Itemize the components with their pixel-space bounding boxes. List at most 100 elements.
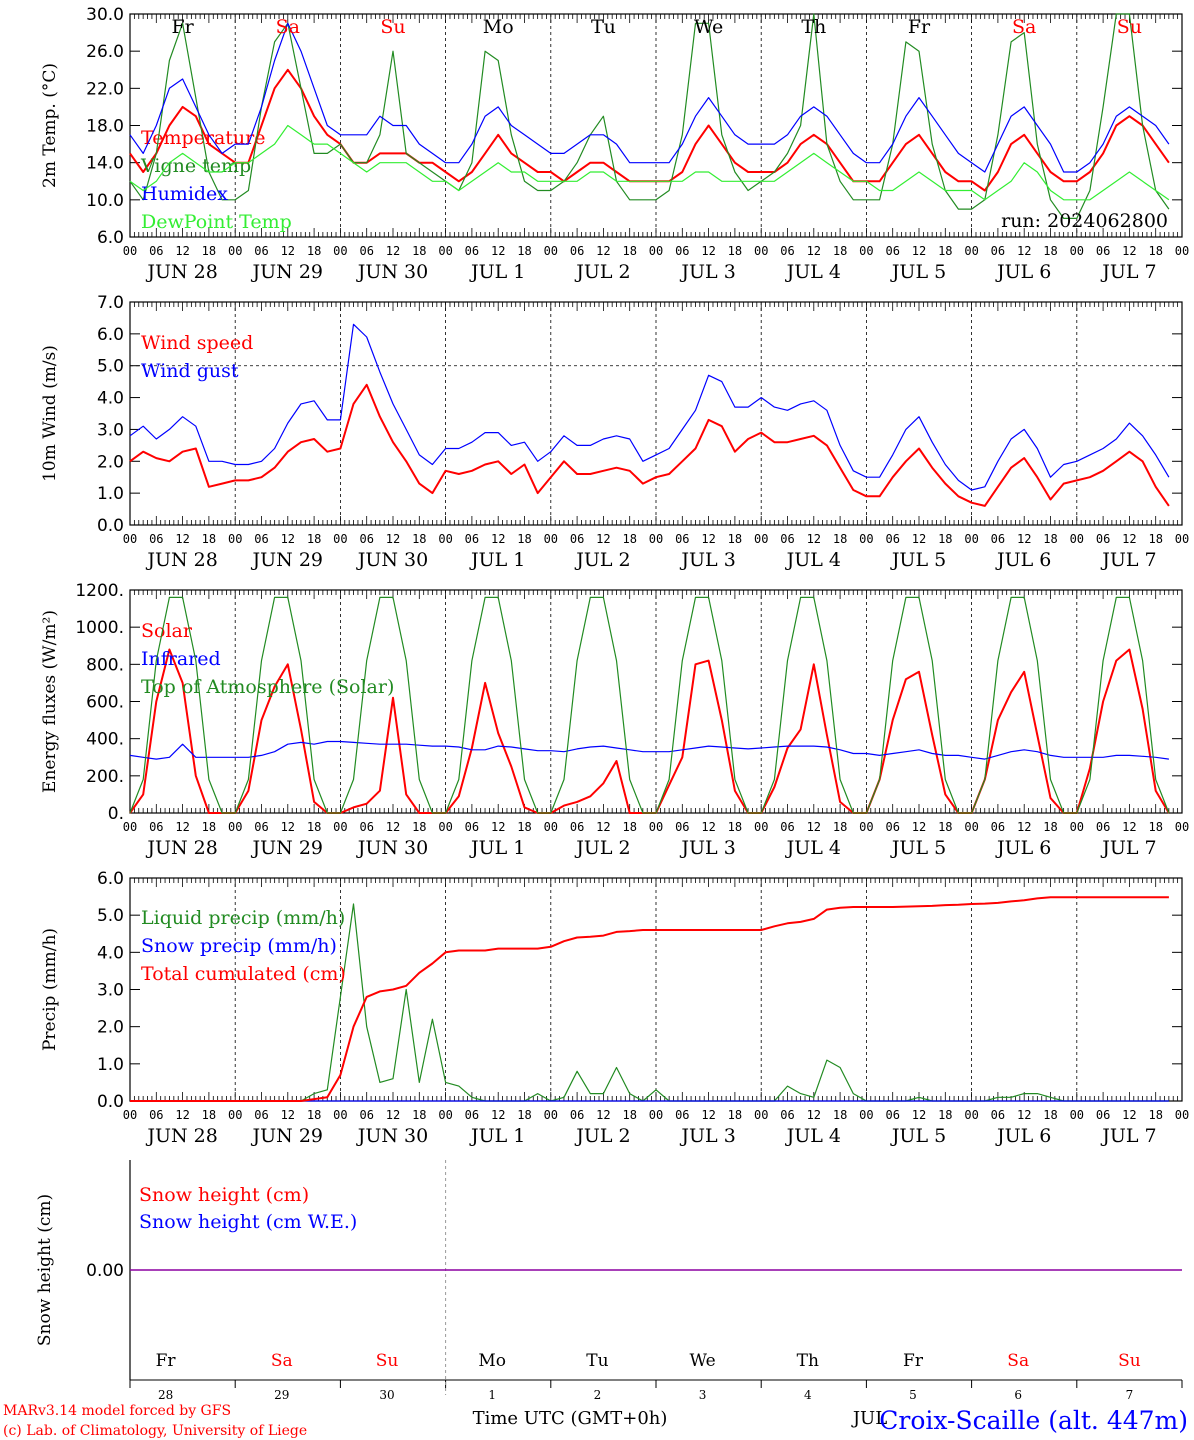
y-tick-label: 14.0 bbox=[86, 154, 124, 174]
weekday-label: Su bbox=[1117, 16, 1142, 38]
hour-tick-label: 12 bbox=[386, 532, 400, 546]
hour-tick-label: 06 bbox=[254, 532, 268, 546]
hour-tick-label: 06 bbox=[149, 1108, 163, 1122]
hour-tick-label: 18 bbox=[1043, 244, 1057, 258]
hour-tick-label: 00 bbox=[1175, 1108, 1189, 1122]
hour-tick-label: 06 bbox=[1096, 532, 1110, 546]
hour-tick-label: 06 bbox=[991, 532, 1005, 546]
hour-tick-label: 12 bbox=[807, 820, 821, 834]
date-label: JUL 6 bbox=[995, 837, 1051, 859]
hour-tick-label: 00 bbox=[544, 244, 558, 258]
y-tick-label: 3.0 bbox=[97, 981, 124, 1001]
hour-tick-label: 06 bbox=[885, 1108, 899, 1122]
y-tick-label: 3.0 bbox=[97, 420, 124, 440]
series-line-0 bbox=[129, 648, 1170, 814]
series-line-2 bbox=[129, 22, 1170, 173]
hour-tick-label: 18 bbox=[1148, 244, 1162, 258]
y-tick-label: 1.0 bbox=[97, 484, 124, 504]
hour-tick-label: 06 bbox=[570, 820, 584, 834]
hour-tick-label: 06 bbox=[675, 532, 689, 546]
weekday-label: Fr bbox=[171, 16, 194, 38]
hour-tick-label: 12 bbox=[596, 244, 610, 258]
date-label: JUN 29 bbox=[251, 549, 323, 571]
date-label: JUL 1 bbox=[469, 549, 525, 571]
hour-tick-label: 00 bbox=[438, 1108, 452, 1122]
legend-entry: Snow precip (mm/h) bbox=[141, 935, 337, 957]
hour-tick-label: 12 bbox=[701, 820, 715, 834]
hour-tick-label: 00 bbox=[754, 1108, 768, 1122]
hour-tick-label: 12 bbox=[596, 532, 610, 546]
hour-tick-label: 00 bbox=[649, 244, 663, 258]
hour-tick-label: 18 bbox=[412, 820, 426, 834]
day-number: 30 bbox=[379, 1388, 394, 1402]
hour-tick-label: 12 bbox=[1017, 532, 1031, 546]
hour-tick-label: 18 bbox=[622, 244, 636, 258]
hour-tick-label: 12 bbox=[1017, 244, 1031, 258]
legend-entry: Top of Atmosphere (Solar) bbox=[141, 676, 394, 698]
hour-tick-label: 00 bbox=[1070, 1108, 1084, 1122]
plot-frame bbox=[129, 589, 1183, 814]
hour-tick-label: 06 bbox=[1096, 1108, 1110, 1122]
weekday-label: Fr bbox=[156, 1351, 177, 1371]
weekday-label: Su bbox=[1118, 1351, 1141, 1371]
y-tick-label: 1.0 bbox=[97, 1055, 124, 1075]
hour-tick-label: 18 bbox=[728, 244, 742, 258]
hour-tick-label: 06 bbox=[675, 1108, 689, 1122]
weekday-label: Mo bbox=[483, 16, 514, 38]
hour-tick-label: 00 bbox=[964, 820, 978, 834]
date-label: JUL 2 bbox=[574, 1125, 630, 1147]
series-line-1 bbox=[129, 13, 1170, 219]
hour-tick-label: 06 bbox=[885, 244, 899, 258]
date-label: JUL 7 bbox=[1100, 549, 1156, 571]
hour-tick-label: 06 bbox=[991, 244, 1005, 258]
y-tick-label: 6.0 bbox=[97, 228, 124, 248]
hour-tick-label: 12 bbox=[912, 532, 926, 546]
y-tick-label: 1000. bbox=[75, 618, 124, 638]
hour-tick-label: 00 bbox=[1070, 244, 1084, 258]
date-label: JUL 3 bbox=[679, 261, 735, 283]
hour-tick-label: 18 bbox=[622, 820, 636, 834]
hour-tick-label: 00 bbox=[1175, 820, 1189, 834]
y-tick-label: 6.0 bbox=[97, 869, 124, 889]
hour-tick-label: 00 bbox=[649, 532, 663, 546]
y-axis-label: Snow height (cm) bbox=[35, 1194, 55, 1346]
legend-entry: Vigne temp bbox=[140, 155, 251, 177]
date-label: JUL 4 bbox=[785, 549, 841, 571]
hour-tick-label: 12 bbox=[386, 244, 400, 258]
date-label: JUL 5 bbox=[890, 549, 946, 571]
legend-entry: DewPoint Temp bbox=[141, 211, 292, 233]
day-number: 2 bbox=[594, 1388, 602, 1402]
hour-tick-label: 00 bbox=[123, 820, 137, 834]
hour-tick-label: 00 bbox=[123, 244, 137, 258]
legend-entry: Liquid precip (mm/h) bbox=[141, 907, 345, 929]
weekday-label: We bbox=[694, 16, 723, 38]
hour-tick-label: 12 bbox=[1017, 820, 1031, 834]
y-axis-label: Precip (mm/h) bbox=[40, 928, 60, 1051]
date-label: JUL 2 bbox=[574, 549, 630, 571]
date-label: JUL 5 bbox=[890, 1125, 946, 1147]
month-label: JUL bbox=[851, 1408, 887, 1429]
hour-tick-label: 06 bbox=[254, 244, 268, 258]
y-tick-label: 400. bbox=[86, 730, 124, 750]
series-line-2 bbox=[130, 896, 1169, 1102]
hour-tick-label: 12 bbox=[386, 1108, 400, 1122]
hour-tick-label: 00 bbox=[754, 532, 768, 546]
model-credit: MARv3.14 model forced by GFS bbox=[3, 1403, 231, 1419]
y-tick-label: 4.0 bbox=[97, 389, 124, 409]
hour-tick-label: 12 bbox=[281, 532, 295, 546]
hour-tick-label: 06 bbox=[780, 532, 794, 546]
hour-tick-label: 00 bbox=[754, 244, 768, 258]
hour-tick-label: 06 bbox=[1096, 820, 1110, 834]
hour-tick-label: 06 bbox=[570, 532, 584, 546]
weekday-label: Tu bbox=[591, 16, 616, 38]
weekday-label: Sa bbox=[1007, 1351, 1029, 1371]
hour-tick-label: 00 bbox=[123, 532, 137, 546]
station-title: Croix-Scaille (alt. 447m) bbox=[879, 1406, 1188, 1435]
hour-tick-label: 18 bbox=[307, 820, 321, 834]
y-axis-label: 10m Wind (m/s) bbox=[40, 345, 60, 482]
date-label: JUL 4 bbox=[785, 837, 841, 859]
hour-tick-label: 18 bbox=[1043, 820, 1057, 834]
hour-tick-label: 12 bbox=[281, 1108, 295, 1122]
hour-tick-label: 06 bbox=[149, 244, 163, 258]
hour-tick-label: 12 bbox=[701, 1108, 715, 1122]
